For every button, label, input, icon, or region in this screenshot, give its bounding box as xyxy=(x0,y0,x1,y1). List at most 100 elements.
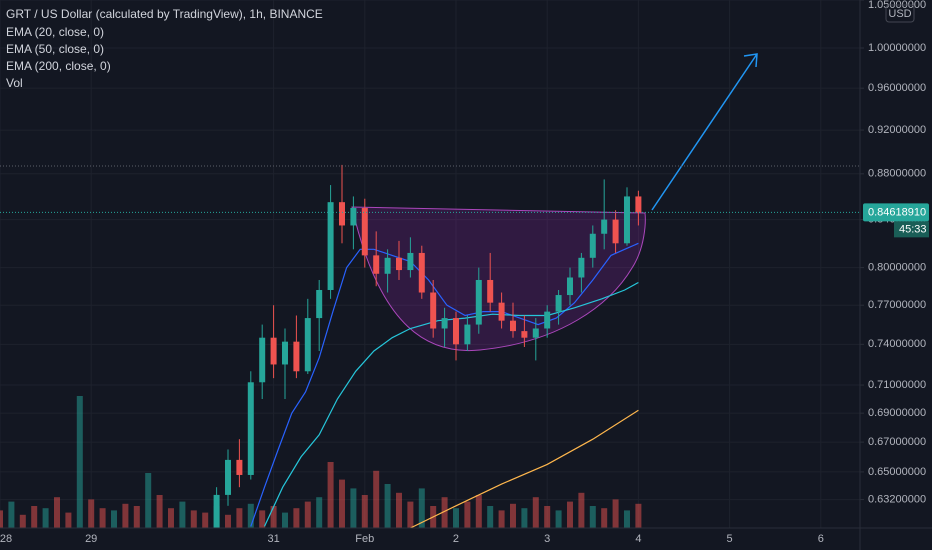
volume-bar xyxy=(88,499,95,528)
ema-line xyxy=(263,281,639,527)
volume-bar xyxy=(145,473,152,528)
y-tick-label: 0.96000000 xyxy=(868,82,926,94)
candle-body xyxy=(407,252,414,271)
candle-body xyxy=(418,252,425,293)
volume-bar xyxy=(31,506,38,528)
volume-bar xyxy=(509,503,516,528)
volume-bar xyxy=(498,510,505,528)
chart-title: GRT / US Dollar (calculated by TradingVi… xyxy=(6,7,323,21)
volume-bar xyxy=(407,501,414,528)
volume-bar xyxy=(179,501,186,528)
volume-bar xyxy=(133,506,140,528)
candle-body xyxy=(259,337,266,383)
candle-body xyxy=(475,279,482,325)
volume-bar xyxy=(167,508,174,528)
candle-body xyxy=(544,311,551,329)
arrow-line xyxy=(651,53,758,211)
volume-bar xyxy=(53,497,60,528)
ema-line xyxy=(410,409,639,528)
price-label: 0.84618910 xyxy=(868,206,926,218)
candle-body xyxy=(578,257,585,278)
y-tick-label: 0.92000000 xyxy=(868,124,926,136)
volume-bar xyxy=(373,470,380,528)
candle-body xyxy=(555,295,562,312)
candle-body xyxy=(373,255,380,274)
candle-body xyxy=(635,196,642,213)
volume-bar xyxy=(316,497,323,528)
x-tick-label: 29 xyxy=(85,533,97,545)
cup-pattern xyxy=(351,206,646,352)
currency-box[interactable] xyxy=(885,4,915,23)
y-tick-label: 0.74000000 xyxy=(868,338,926,350)
arrow-head xyxy=(743,53,758,68)
x-tick-label: 3 xyxy=(544,533,550,545)
ema-line xyxy=(250,242,639,527)
volume-bar xyxy=(270,506,277,528)
y-tick-label: 0.67000000 xyxy=(868,436,926,448)
y-tick-label: 0.65000000 xyxy=(868,466,926,478)
volume-bar xyxy=(19,514,26,528)
volume-bar xyxy=(224,514,231,528)
volume-bar xyxy=(384,484,391,528)
volume-bar xyxy=(361,495,368,528)
legend-entry: EMA (200, close, 0) xyxy=(6,59,111,73)
candle-body xyxy=(213,494,220,528)
candle-body xyxy=(338,202,345,226)
candle-body xyxy=(247,382,254,475)
candle-body xyxy=(612,219,619,244)
volume-bar xyxy=(42,508,49,528)
volume-bar xyxy=(281,512,288,528)
volume-bar xyxy=(475,495,482,528)
currency-label[interactable]: USD xyxy=(888,8,911,20)
y-tick-label: 0.88000000 xyxy=(868,168,926,180)
candle-body xyxy=(281,341,288,365)
volume-bar xyxy=(521,508,528,528)
volume-bar xyxy=(156,495,163,528)
volume-bar xyxy=(247,503,254,528)
candle-body xyxy=(327,202,334,290)
candle-body xyxy=(532,328,539,338)
volume-bar xyxy=(0,510,3,528)
volume-bar xyxy=(395,492,402,528)
volume-bar xyxy=(418,488,425,528)
legend-entry: Vol xyxy=(6,76,23,90)
candle-body xyxy=(521,331,528,338)
y-tick-label: 0.80000000 xyxy=(868,262,926,274)
x-tick-label: 6 xyxy=(818,533,824,545)
countdown-box xyxy=(894,221,929,238)
candle-body xyxy=(487,279,494,303)
volume-bar xyxy=(65,512,72,528)
volume-bar xyxy=(110,510,117,528)
volume-bar xyxy=(236,508,243,528)
candle-body xyxy=(350,207,357,226)
volume-bar xyxy=(338,479,345,528)
grid xyxy=(0,0,860,528)
volume-bar xyxy=(293,508,300,528)
candle-body xyxy=(601,219,608,234)
volume-bar xyxy=(555,510,562,528)
candle-body xyxy=(236,459,243,475)
candle-body xyxy=(384,257,391,274)
y-tick-label: 0.77000000 xyxy=(868,299,926,311)
legend-entry: EMA (50, close, 0) xyxy=(6,42,104,56)
price-pane xyxy=(0,53,860,528)
candle-body xyxy=(566,277,573,296)
x-tick-label: 31 xyxy=(267,533,279,545)
y-tick-label: 0.63200000 xyxy=(868,493,926,505)
candle-body xyxy=(270,337,277,365)
candle-body xyxy=(293,341,300,372)
candle-body xyxy=(361,207,368,256)
candle-body xyxy=(224,459,231,495)
volume-bar xyxy=(464,501,471,528)
volume-bar xyxy=(190,510,197,528)
price-label-box xyxy=(863,203,929,222)
candle-body xyxy=(395,257,402,271)
volume-bar xyxy=(202,512,209,528)
x-tick-label: 4 xyxy=(635,533,641,545)
legend-entry: EMA (20, close, 0) xyxy=(6,25,104,39)
volume-bar xyxy=(612,499,619,528)
countdown: 45:33 xyxy=(899,223,927,235)
